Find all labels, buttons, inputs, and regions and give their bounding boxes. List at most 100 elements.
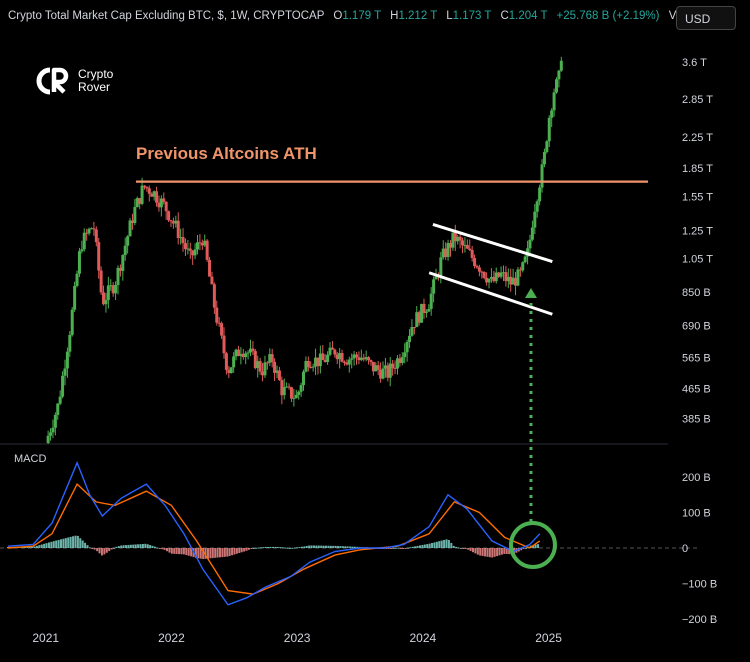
candle-up [133, 207, 137, 224]
macd-indicator-label[interactable]: MACD [14, 453, 47, 465]
candle-up [104, 300, 108, 305]
macd-histogram-bar [349, 546, 352, 548]
macd-histogram-bar [353, 546, 356, 548]
candle-up [326, 354, 330, 363]
candle-up [234, 349, 238, 357]
macd-histogram-bar [534, 544, 537, 548]
candle-up [540, 164, 544, 188]
macd-histogram-bar [255, 547, 258, 549]
macd-histogram-bar [452, 545, 455, 548]
macd-histogram-bar [406, 547, 409, 549]
macd-histogram-bar [493, 548, 496, 557]
macd-histogram-bar [35, 545, 38, 548]
candle-down [236, 349, 240, 356]
macd-histogram-bar [341, 546, 344, 548]
breakout-arrowhead [524, 288, 537, 298]
macd-histogram-bar [127, 544, 130, 548]
macd-histogram-bar [52, 541, 55, 548]
macd-histogram-bar [486, 548, 489, 557]
candle-up [420, 303, 424, 323]
candle-down [251, 348, 255, 352]
macd-histogram-bar [532, 545, 535, 548]
macd-histogram-bar [161, 548, 164, 550]
candle-down [241, 353, 245, 358]
candle-down [111, 285, 115, 294]
change-value: +25.768 B (+2.19%) [556, 10, 660, 22]
candle-down [287, 386, 291, 388]
candle-down [333, 349, 337, 355]
macd-histogram-bar [445, 539, 448, 548]
candle-up [318, 353, 322, 367]
symbol-title[interactable]: Crypto Total Market Cap Excluding BTC, $… [8, 10, 325, 22]
macd-histogram-bar [96, 548, 99, 552]
candle-up [203, 240, 207, 246]
candle-up [381, 368, 385, 379]
candle-down [422, 303, 426, 313]
macd-histogram-bar [312, 545, 315, 548]
candle-down [261, 371, 265, 376]
macd-histogram-bar [153, 546, 156, 548]
macd-histogram-bar [257, 547, 260, 549]
candle-up [429, 293, 433, 309]
macd-cross-circle [508, 521, 557, 569]
macd-histogram-bar [180, 548, 183, 555]
macd-histogram-bar [498, 548, 501, 556]
candle-up [51, 427, 55, 433]
candle-up [328, 347, 332, 355]
candle-up [432, 279, 436, 294]
macd-histogram-bar [247, 548, 250, 550]
macd-histogram-bar [182, 548, 185, 555]
open-label: O [333, 10, 343, 22]
macd-histogram-bar [141, 543, 144, 548]
candle-down [340, 353, 344, 362]
candle-down [167, 211, 171, 221]
macd-line [7, 460, 541, 606]
candle-up [516, 269, 520, 286]
candle-down [342, 361, 346, 363]
macd-histogram-bar [402, 548, 405, 549]
macd-histogram-bar [334, 545, 337, 548]
time-axis-tick: 2023 [284, 631, 311, 645]
currency-button[interactable]: USD [676, 6, 736, 30]
macd-histogram-bar [433, 542, 436, 548]
macd-histogram-bar [351, 546, 354, 548]
candle-up [53, 414, 57, 428]
candle-up [552, 92, 556, 111]
macd-histogram-bar [139, 544, 142, 548]
macd-histogram-bar [60, 539, 63, 548]
candle-down [227, 369, 231, 374]
macd-histogram-bar [440, 540, 443, 548]
candle-down [485, 277, 489, 283]
candle-down [362, 357, 366, 360]
candle-down [205, 240, 209, 260]
candle-down [258, 361, 262, 372]
candle-down [171, 221, 175, 224]
macd-histogram-bar [315, 545, 318, 548]
candle-down [220, 323, 224, 336]
macd-histogram-bar [238, 548, 241, 554]
candle-up [557, 70, 561, 80]
candle-down [280, 380, 284, 396]
candle-up [408, 335, 412, 342]
chart-header: Crypto Total Market Cap Excluding BTC, $… [8, 10, 694, 22]
macd-histogram-bar [459, 547, 462, 549]
macd-histogram-bar [329, 545, 332, 548]
macd-histogram-bar [28, 546, 31, 548]
macd-histogram-bar [93, 548, 96, 550]
high-label: H [390, 10, 399, 22]
candle-down [181, 237, 185, 244]
candle-up [302, 371, 306, 386]
macd-histogram-bar [170, 548, 173, 554]
candle-down [142, 185, 146, 187]
candle-up [364, 357, 368, 360]
price-axis-tick: 1.55 T [682, 191, 713, 203]
candle-down [183, 243, 187, 250]
macd-histogram-bar [100, 548, 103, 556]
macd-histogram-bar [209, 548, 212, 559]
macd-histogram-bar [344, 546, 347, 548]
macd-histogram-bar [57, 539, 60, 548]
candle-down [253, 351, 257, 369]
open-value: 1.179 T [342, 10, 381, 22]
macd-histogram-bar [163, 548, 166, 550]
